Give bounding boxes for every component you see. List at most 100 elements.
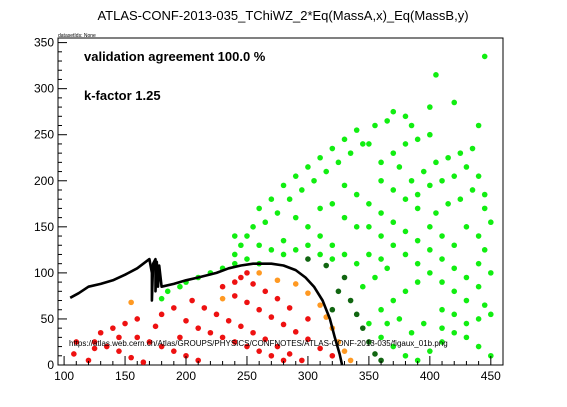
data-point-excluded [268,352,275,359]
data-point-excluded [225,317,232,324]
data-point-excluded [231,293,238,299]
data-point-allowed [457,196,464,202]
data-point-allowed [341,136,348,143]
data-point-allowed [427,247,433,253]
data-point-excluded [183,352,189,359]
y-tick-label: 150 [34,220,54,234]
data-point-allowed [238,242,244,249]
y-tick-label: 250 [34,128,54,142]
data-point-allowed [390,297,397,304]
data-point-allowed [451,99,458,106]
data-point-allowed [347,150,354,156]
data-point-allowed [402,196,409,202]
data-point-near_allowed [366,339,372,345]
data-point-allowed [280,182,287,189]
data-point-allowed [305,242,311,249]
data-point-near_allowed [329,306,336,313]
data-point-allowed [420,320,427,327]
data-point-excluded [250,281,256,287]
data-point-allowed [457,150,464,156]
data-point-excluded [134,334,141,341]
data-point-allowed [353,127,360,133]
data-point-allowed [317,205,323,212]
y-tick-label: 0 [47,358,54,372]
data-point-allowed [366,201,372,207]
data-point-allowed [427,182,433,189]
data-point-allowed [481,53,488,60]
data-point-excluded [280,357,287,364]
data-point-allowed [372,274,378,281]
data-point-excluded [219,334,226,341]
data-point-allowed [408,177,415,184]
data-point-borderline [292,281,299,287]
data-point-allowed [451,288,458,295]
data-point-allowed [378,159,384,166]
data-point-excluded [171,348,177,354]
data-point-allowed [280,251,287,258]
dataset-label: datasetIds: None [58,33,96,39]
data-point-excluded [140,359,147,366]
data-point-excluded [146,339,153,345]
data-point-allowed [384,320,390,327]
data-point-allowed [427,224,433,230]
data-point-allowed [439,177,445,184]
data-point-allowed [286,196,293,202]
data-point-allowed [439,325,445,331]
data-point-allowed [451,329,458,336]
data-point-borderline [347,357,354,364]
data-point-allowed [439,279,445,285]
data-point-allowed [390,343,397,350]
data-point-allowed [402,141,409,147]
data-point-excluded [152,323,159,330]
data-point-excluded [85,357,92,364]
data-point-allowed [317,251,323,258]
data-point-near_allowed [372,351,378,357]
data-point-excluded [122,320,128,327]
data-point-excluded [195,357,202,364]
data-point-allowed [488,311,494,318]
plot-border [57,37,504,366]
data-point-allowed [475,173,482,179]
data-point-borderline [219,295,226,302]
data-point-allowed [439,339,445,345]
data-point-allowed [177,283,183,290]
data-point-allowed [408,329,415,336]
data-point-allowed [427,131,433,138]
data-point-allowed [463,297,470,304]
x-tick-label: 150 [115,369,135,383]
data-point-allowed [475,343,482,350]
data-point-borderline [317,302,323,308]
data-point-allowed [329,145,336,152]
data-point-allowed [445,201,451,207]
data-point-excluded [189,297,195,304]
data-point-allowed [481,205,488,212]
data-point-excluded [305,336,311,343]
data-point-excluded [97,329,104,336]
data-point-borderline [274,277,281,284]
data-point-allowed [390,219,397,226]
x-tick-label: 450 [481,369,501,383]
data-point-allowed [445,154,451,161]
data-point-allowed [366,141,372,147]
data-point-allowed [463,224,470,230]
data-point-allowed [481,302,488,308]
data-point-excluded [134,316,141,322]
data-point-allowed [408,122,415,129]
data-point-excluded [158,311,165,318]
data-point-allowed [366,224,372,230]
data-point-allowed [329,256,336,262]
data-point-allowed [378,210,384,216]
y-tick-label: 350 [34,36,54,50]
data-point-allowed [475,122,482,129]
data-point-allowed [433,210,439,216]
x-tick-label: 300 [298,369,318,383]
data-point-allowed [359,283,366,290]
data-point-allowed [378,233,384,239]
data-point-allowed [353,224,360,230]
data-point-excluded [158,343,165,350]
data-point-allowed [481,247,488,253]
data-point-allowed [439,233,445,239]
data-point-near_allowed [359,325,366,331]
data-point-borderline [128,299,134,306]
data-point-allowed [335,159,342,166]
